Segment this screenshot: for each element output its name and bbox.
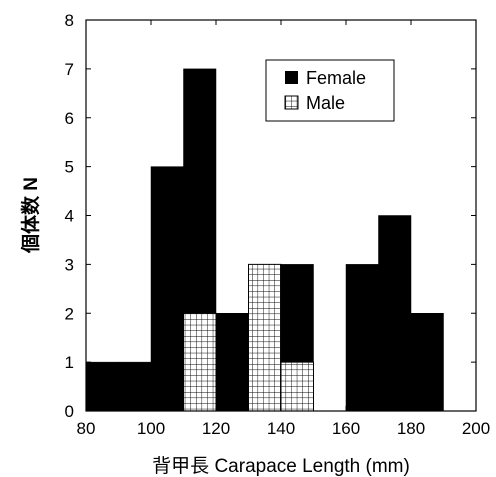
female-bar <box>150 166 184 412</box>
legend: Female Male <box>265 59 395 122</box>
female-bar <box>378 215 412 412</box>
x-tick-label: 160 <box>332 419 360 438</box>
legend-label-female: Female <box>306 68 366 88</box>
y-tick-label: 5 <box>65 158 74 177</box>
x-tick-label: 100 <box>137 419 165 438</box>
y-tick-label: 8 <box>65 11 74 30</box>
y-tick-label: 1 <box>65 353 74 372</box>
male-bar <box>183 312 217 412</box>
female-bar <box>118 361 152 412</box>
y-tick-label: 7 <box>65 60 74 79</box>
female-bars <box>85 68 444 412</box>
y-tick-label: 6 <box>65 109 74 128</box>
legend-box <box>265 59 395 122</box>
female-bar <box>215 313 249 412</box>
female-bar <box>345 264 379 412</box>
x-tick-label: 200 <box>462 419 490 438</box>
x-tick-label: 180 <box>397 419 425 438</box>
legend-label-male: Male <box>306 93 345 113</box>
y-tick-label: 3 <box>65 255 74 274</box>
legend-swatch-male <box>284 95 299 110</box>
legend-swatch-female <box>285 71 298 84</box>
y-tick-label: 4 <box>65 207 74 226</box>
male-bar <box>280 361 314 412</box>
y-tick-label: 0 <box>65 402 74 421</box>
male-bar <box>248 263 282 412</box>
x-tick-labels: 80 100 120 140 160 180 200 <box>77 419 491 438</box>
female-bar <box>410 313 444 412</box>
female-bar <box>85 361 119 412</box>
y-tick-label: 2 <box>65 304 74 323</box>
y-axis-title: 個体数 N <box>19 177 42 254</box>
x-tick-label: 120 <box>202 419 230 438</box>
x-tick-label: 140 <box>267 419 295 438</box>
x-axis-title: 背甲長 Carapace Length (mm) <box>152 455 410 477</box>
axis-ticks <box>85 19 477 412</box>
x-tick-label: 80 <box>77 419 96 438</box>
y-tick-labels: 0 1 2 3 4 5 6 7 8 <box>65 11 74 421</box>
